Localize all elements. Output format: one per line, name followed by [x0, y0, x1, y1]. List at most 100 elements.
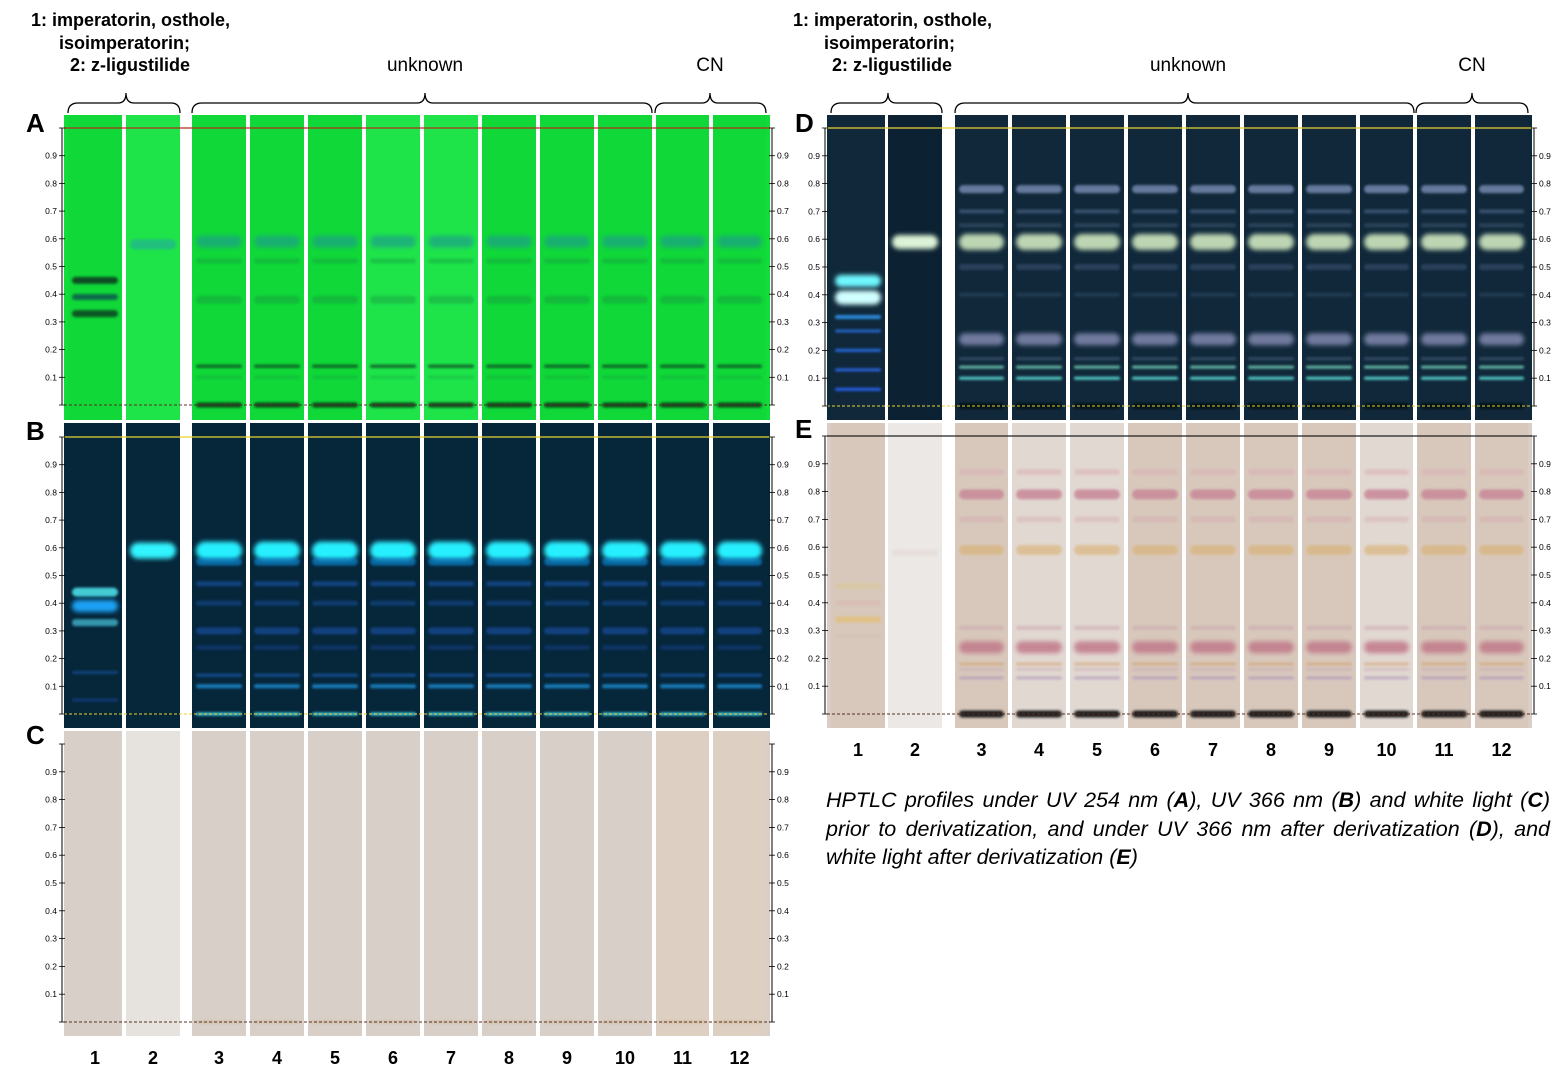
- band-lane-10-6: [602, 645, 648, 651]
- rf-tick-label: 0.5: [1539, 262, 1551, 272]
- band-lane-7-2: [1190, 489, 1236, 500]
- rf-tick-label: 0.5: [808, 262, 820, 272]
- band-lane-9-7: [544, 673, 590, 677]
- lane-number-3: 3: [976, 740, 986, 760]
- band-lane-6-1: [370, 235, 416, 248]
- band-lane-11-2: [1421, 489, 1467, 500]
- band-lane-7-2: [1190, 209, 1236, 214]
- band-lane-7-7: [1190, 662, 1236, 666]
- band-lane-6-6: [370, 402, 416, 408]
- band-lane-12-5: [1479, 264, 1524, 270]
- band-lane-9-2: [544, 557, 590, 566]
- band-lane-11-3: [660, 295, 705, 304]
- lane-number-8: 8: [1266, 740, 1276, 760]
- band-lane-5-3: [312, 295, 358, 304]
- lane-2-track: [888, 115, 942, 420]
- band-lane-6-8: [1132, 668, 1178, 672]
- rf-tick-label: 0.4: [45, 598, 57, 608]
- lane-separator: [478, 423, 482, 728]
- band-lane-9-3: [1306, 516, 1352, 523]
- band-lane-10-8: [1364, 357, 1409, 361]
- band-lane-7-6: [1190, 641, 1236, 654]
- lane-4-track: [1012, 423, 1066, 728]
- band-lane-10-3: [602, 581, 648, 587]
- band-lane-7-8: [1190, 357, 1236, 361]
- lane-number-6: 6: [1150, 740, 1160, 760]
- figure-caption: HPTLC profiles under UV 254 nm (A), UV 3…: [826, 788, 1551, 869]
- band-lane-11-4: [1421, 233, 1467, 250]
- rf-tick-label: 0.4: [808, 290, 820, 300]
- rf-tick-label: 0.8: [808, 179, 820, 189]
- lane-8-track: [482, 731, 536, 1036]
- lane-separator: [942, 423, 955, 728]
- band-lane-3-6: [959, 641, 1004, 654]
- rf-tick-label: 0.5: [777, 571, 789, 581]
- band-lane-5-4: [312, 600, 358, 606]
- rf-tick-label: 0.4: [1539, 290, 1551, 300]
- rf-tick-label: 0.8: [1539, 487, 1551, 497]
- band-lane-1-6: [835, 368, 881, 372]
- lane-9-track: [1302, 423, 1356, 728]
- band-lane-12-7: [1479, 333, 1524, 346]
- lane-number-9: 9: [562, 1048, 572, 1068]
- rf-tick-label: 0.5: [45, 878, 57, 888]
- lane-separator: [362, 731, 366, 1036]
- band-lane-10-7: [602, 673, 648, 677]
- band-lane-12-2: [717, 557, 762, 566]
- band-lane-7-5: [428, 627, 474, 635]
- band-lane-3-11: [959, 403, 1004, 409]
- band-lane-9-5: [1306, 625, 1352, 630]
- band-lane-11-9: [1421, 365, 1467, 369]
- lane-separator: [1356, 115, 1360, 420]
- band-lane-8-6: [486, 645, 532, 651]
- band-lane-7-5: [1190, 264, 1236, 270]
- band-lane-4-3: [254, 295, 300, 304]
- band-lane-9-5: [544, 627, 590, 635]
- band-lane-5-3: [1074, 223, 1120, 228]
- lane-5-track: [308, 423, 362, 728]
- lane-separator: [122, 731, 126, 1036]
- lane-11-track: [656, 115, 709, 420]
- rf-tick-label: 0.9: [45, 460, 57, 470]
- rf-tick-label: 0.7: [1539, 514, 1551, 524]
- band-lane-5-1: [312, 541, 358, 560]
- band-lane-9-8: [1306, 668, 1352, 672]
- rf-tick-label: 0.4: [1539, 598, 1551, 608]
- lane-number-4: 4: [272, 1048, 282, 1068]
- band-lane-12-3: [1479, 223, 1524, 228]
- lane-number-3: 3: [214, 1048, 224, 1068]
- band-lane-7-7: [428, 673, 474, 677]
- rf-tick-label: 0.6: [45, 543, 57, 553]
- rf-tick-label: 0.1: [45, 989, 57, 999]
- lane-number-5: 5: [1092, 740, 1102, 760]
- rf-tick-label: 0.8: [808, 487, 820, 497]
- lane-number-11: 11: [1434, 740, 1453, 760]
- lane-separator: [420, 423, 424, 728]
- band-lane-5-2: [1074, 489, 1120, 500]
- lane-number-2: 2: [910, 740, 920, 760]
- lane-1-track: [831, 423, 885, 728]
- rf-tick-label: 0.5: [777, 878, 789, 888]
- band-lane-6-2: [370, 258, 416, 264]
- rf-tick-label: 0.5: [1539, 570, 1551, 580]
- band-lane-10-2: [1364, 209, 1409, 214]
- lane-separator: [304, 115, 308, 420]
- group-brackets-right: [830, 92, 1529, 114]
- band-lane-10-1: [602, 541, 648, 560]
- band-lane-4-5: [1016, 264, 1062, 270]
- band-lane-7-3: [1190, 516, 1236, 523]
- band-lane-3-1: [959, 185, 1004, 194]
- band-lane-6-3: [370, 581, 416, 587]
- rf-tick-label: 0.2: [777, 345, 789, 355]
- rf-tick-label: 0.6: [777, 543, 789, 553]
- lane-9-track: [540, 115, 594, 420]
- band-lane-8-6: [1248, 641, 1294, 654]
- rf-tick-label: 0.3: [777, 317, 789, 327]
- band-lane-9-7: [1306, 333, 1352, 346]
- rf-tick-label: 0.6: [777, 850, 789, 860]
- band-lane-12-5: [1479, 625, 1524, 630]
- rf-tick-label: 0.1: [808, 681, 820, 691]
- group-label-cn-right: CN: [1458, 55, 1485, 76]
- group-label-unknown-right: unknown: [1150, 55, 1226, 76]
- band-lane-12-3: [717, 295, 762, 304]
